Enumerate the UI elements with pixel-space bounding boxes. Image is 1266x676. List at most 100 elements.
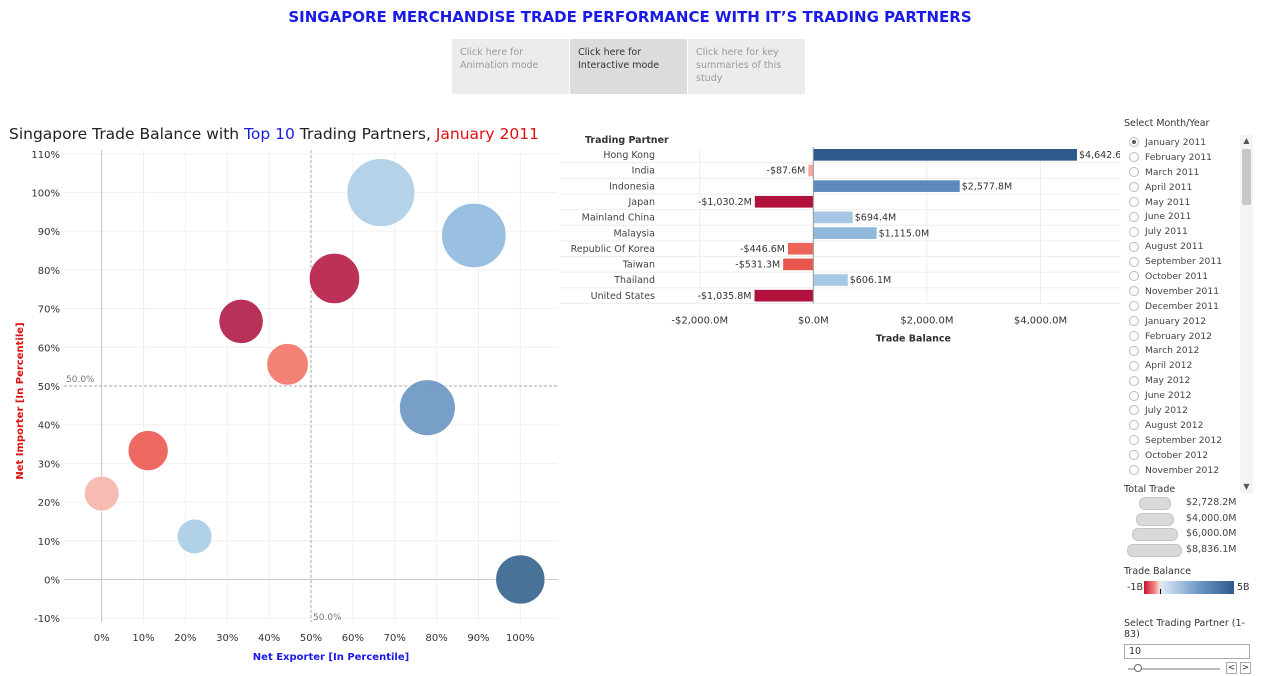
- bar-value-label: $2,577.8M: [962, 181, 1013, 192]
- trade-balance-bar[interactable]: [813, 227, 877, 239]
- x-axis-label: Net Exporter [In Percentile]: [253, 652, 409, 663]
- radio-icon[interactable]: [1129, 197, 1139, 207]
- radio-icon[interactable]: [1129, 375, 1139, 386]
- month-option[interactable]: September 2012: [1124, 433, 1240, 448]
- radio-icon[interactable]: [1129, 226, 1139, 237]
- scatter-bubble[interactable]: [266, 343, 309, 386]
- month-option[interactable]: February 2012: [1124, 329, 1240, 344]
- radio-icon[interactable]: [1129, 405, 1139, 416]
- interactive-mode-button[interactable]: Click here for Interactive mode: [570, 39, 688, 94]
- radio-icon[interactable]: [1129, 286, 1139, 297]
- month-option[interactable]: July 2012: [1124, 403, 1240, 418]
- partner-slider-handle[interactable]: [1133, 664, 1142, 672]
- bar-category-label: Hong Kong: [603, 150, 655, 161]
- scatter-bubble[interactable]: [308, 252, 361, 305]
- prev-partner-button[interactable]: <: [1226, 662, 1237, 674]
- reference-label-vertical: 50.0%: [313, 613, 342, 623]
- x-tick-label: 40%: [258, 633, 280, 644]
- scatter-bubble[interactable]: [441, 202, 507, 269]
- month-option[interactable]: July 2011: [1124, 224, 1240, 239]
- month-option[interactable]: August 2012: [1124, 418, 1240, 433]
- radio-icon[interactable]: [1129, 241, 1139, 252]
- month-option[interactable]: November 2011: [1124, 284, 1240, 299]
- y-tick-label: 70%: [38, 305, 60, 316]
- radio-icon[interactable]: [1129, 167, 1139, 178]
- scroll-down-icon[interactable]: ▼: [1243, 482, 1250, 491]
- month-option[interactable]: January 2011: [1124, 135, 1240, 150]
- trade-balance-bar[interactable]: [813, 211, 853, 224]
- radio-icon[interactable]: [1129, 137, 1139, 148]
- month-option-label: June 2011: [1145, 211, 1192, 223]
- radio-icon[interactable]: [1129, 390, 1139, 401]
- month-option[interactable]: November 2012: [1124, 463, 1240, 478]
- month-option[interactable]: March 2011: [1124, 165, 1240, 180]
- animation-mode-button[interactable]: Click here for Animation mode: [452, 39, 570, 94]
- partner-slider-track[interactable]: [1128, 668, 1220, 670]
- radio-icon[interactable]: [1129, 465, 1139, 476]
- scatter-bubble[interactable]: [83, 475, 120, 512]
- month-option-label: November 2012: [1145, 464, 1220, 476]
- month-option[interactable]: December 2011: [1124, 299, 1240, 314]
- y-tick-label: 90%: [38, 227, 60, 238]
- radio-icon[interactable]: [1129, 360, 1139, 371]
- partner-count-input[interactable]: 10: [1124, 644, 1250, 659]
- radio-icon[interactable]: [1129, 435, 1139, 446]
- scroll-up-icon[interactable]: ▲: [1243, 136, 1250, 145]
- trade-balance-bar[interactable]: [813, 180, 960, 192]
- month-option[interactable]: June 2012: [1124, 388, 1240, 403]
- trade-balance-bar[interactable]: [808, 164, 814, 177]
- radio-icon[interactable]: [1129, 331, 1139, 342]
- month-option[interactable]: May 2012: [1124, 373, 1240, 388]
- scatter-chart: 0% 10% 20% 30% 40% 50% 60% 70% 80% 90% 100% -10% 0% 1…: [15, 150, 558, 663]
- radio-icon[interactable]: [1129, 256, 1139, 267]
- month-option[interactable]: October 2011: [1124, 269, 1240, 284]
- month-option[interactable]: August 2011: [1124, 239, 1240, 254]
- radio-icon[interactable]: [1129, 345, 1139, 356]
- trade-balance-bar[interactable]: [754, 195, 814, 208]
- trade-balance-bar[interactable]: [783, 258, 814, 271]
- scroll-thumb[interactable]: [1242, 149, 1251, 205]
- month-scrollbar[interactable]: ▲ ▼: [1240, 135, 1253, 493]
- month-option-label: June 2012: [1145, 390, 1192, 402]
- scatter-bubble[interactable]: [346, 158, 416, 227]
- x-tick-label: 30%: [216, 633, 238, 644]
- total-trade-legend: Total Trade $2,728.2M $4,000.0M $6,000.0…: [1124, 484, 1258, 557]
- month-option[interactable]: September 2011: [1124, 254, 1240, 269]
- radio-icon[interactable]: [1129, 211, 1139, 222]
- scatter-bubble[interactable]: [176, 518, 213, 555]
- y-axis-label: Net Importer [In Percentile]: [15, 322, 26, 479]
- radio-icon[interactable]: [1129, 316, 1139, 327]
- radio-icon[interactable]: [1129, 420, 1139, 431]
- key-summaries-button[interactable]: Click here for key summaries of this stu…: [688, 39, 806, 94]
- dashboard-title: SINGAPORE MERCHANDISE TRADE PERFORMANCE …: [288, 8, 972, 26]
- next-partner-button[interactable]: >: [1240, 662, 1251, 674]
- scatter-bubble[interactable]: [127, 430, 169, 472]
- trade-balance-bar[interactable]: [787, 242, 814, 255]
- radio-icon[interactable]: [1129, 271, 1139, 282]
- scatter-title: Singapore Trade Balance with Top 10 Trad…: [9, 125, 539, 143]
- scatter-bubble[interactable]: [399, 379, 456, 436]
- radio-icon[interactable]: [1129, 450, 1139, 461]
- radio-icon[interactable]: [1129, 152, 1139, 163]
- month-option[interactable]: February 2011: [1124, 150, 1240, 165]
- month-option-label: August 2012: [1145, 419, 1204, 431]
- scatter-bubble[interactable]: [218, 298, 264, 344]
- y-tick-label: 50%: [38, 382, 60, 393]
- x-tick-label: 90%: [467, 633, 489, 644]
- y-tick-label: 40%: [38, 421, 60, 432]
- month-option[interactable]: April 2011: [1124, 180, 1240, 195]
- radio-icon[interactable]: [1129, 182, 1139, 193]
- trade-balance-bar[interactable]: [813, 274, 848, 286]
- month-option-label: July 2011: [1145, 226, 1188, 238]
- radio-icon[interactable]: [1129, 301, 1139, 312]
- trade-balance-bar[interactable]: [754, 289, 814, 302]
- trade-balance-bar[interactable]: [813, 149, 1077, 161]
- month-option[interactable]: October 2012: [1124, 448, 1240, 463]
- month-option[interactable]: April 2012: [1124, 358, 1240, 373]
- month-option[interactable]: May 2011: [1124, 195, 1240, 210]
- month-option[interactable]: January 2012: [1124, 314, 1240, 329]
- month-option[interactable]: March 2012: [1124, 343, 1240, 358]
- total-trade-label: Total Trade: [1124, 484, 1176, 495]
- month-option[interactable]: June 2011: [1124, 209, 1240, 224]
- scatter-bubble[interactable]: [495, 554, 546, 605]
